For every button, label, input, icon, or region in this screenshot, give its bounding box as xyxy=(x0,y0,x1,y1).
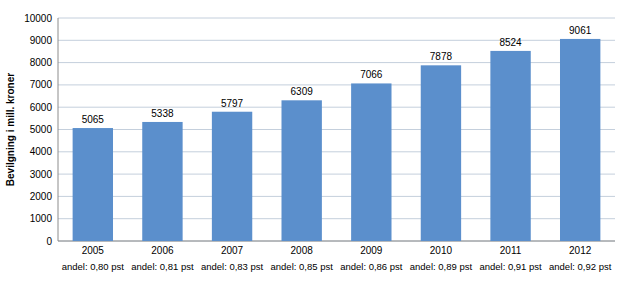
y-tick-label: 7000 xyxy=(30,79,53,90)
bar xyxy=(421,65,461,241)
y-tick-label: 1000 xyxy=(30,213,53,224)
y-tick-label: 0 xyxy=(46,236,52,247)
y-tick-label: 6000 xyxy=(30,102,53,113)
data-label: 9061 xyxy=(569,25,592,36)
x-tick-label: 2010 xyxy=(430,245,453,256)
x-tick-label: 2006 xyxy=(151,245,174,256)
bar xyxy=(142,122,182,241)
y-tick-label: 5000 xyxy=(30,124,53,135)
y-tick-label: 3000 xyxy=(30,169,53,180)
x-axis-line xyxy=(58,241,615,242)
annotation: andel: 0,83 pst xyxy=(201,261,264,272)
grid-line xyxy=(58,84,615,85)
bar xyxy=(351,83,391,241)
grid-line xyxy=(58,196,615,197)
chart: 0 1000 2000 3000 4000 5000 6000 7000 8000 9000 100… xyxy=(0,0,620,287)
x-tick-label: 2007 xyxy=(221,245,244,256)
grid-line xyxy=(58,62,615,63)
data-label: 5065 xyxy=(82,114,105,125)
bar xyxy=(560,39,600,241)
data-label: 6309 xyxy=(291,86,314,97)
grid-line xyxy=(58,218,615,219)
y-tick-label: 10000 xyxy=(24,13,52,24)
y-tick-label: 2000 xyxy=(30,191,53,202)
grid-line xyxy=(58,129,615,130)
annotation: andel: 0,86 pst xyxy=(340,261,403,272)
annotation: andel: 0,81 pst xyxy=(131,261,194,272)
grid-line xyxy=(58,151,615,152)
data-label: 7066 xyxy=(360,69,383,80)
x-tick-label: 2011 xyxy=(500,245,522,256)
annotation: andel: 0,91 pst xyxy=(479,261,542,272)
x-tick-label: 2008 xyxy=(291,245,314,256)
data-label: 5797 xyxy=(221,98,244,109)
annotation: andel: 0,85 pst xyxy=(271,261,334,272)
data-label: 7878 xyxy=(430,51,453,62)
grid-line xyxy=(58,241,615,242)
bars xyxy=(73,39,601,241)
y-axis-line xyxy=(58,18,59,241)
bar xyxy=(73,128,113,241)
data-label: 5338 xyxy=(151,108,174,119)
y-tick-label: 9000 xyxy=(30,35,53,46)
x-tick-label: 2012 xyxy=(569,245,592,256)
y-axis-label: Bevilgning i mill. kroner xyxy=(5,73,16,186)
data-label: 8524 xyxy=(499,37,522,48)
y-tick-label: 4000 xyxy=(30,146,53,157)
grid-line xyxy=(58,40,615,41)
bar xyxy=(281,100,321,241)
bar xyxy=(212,112,252,241)
x-tick-label: 2005 xyxy=(82,245,105,256)
annotation: andel: 0,92 pst xyxy=(549,261,612,272)
grid-line xyxy=(58,174,615,175)
x-tick-label: 2009 xyxy=(360,245,383,256)
bar xyxy=(490,51,530,241)
annotation: andel: 0,80 pst xyxy=(62,261,125,272)
grid-line xyxy=(58,107,615,108)
y-tick-label: 8000 xyxy=(30,57,53,68)
annotation: andel: 0,89 pst xyxy=(410,261,473,272)
grid-line xyxy=(58,18,615,19)
